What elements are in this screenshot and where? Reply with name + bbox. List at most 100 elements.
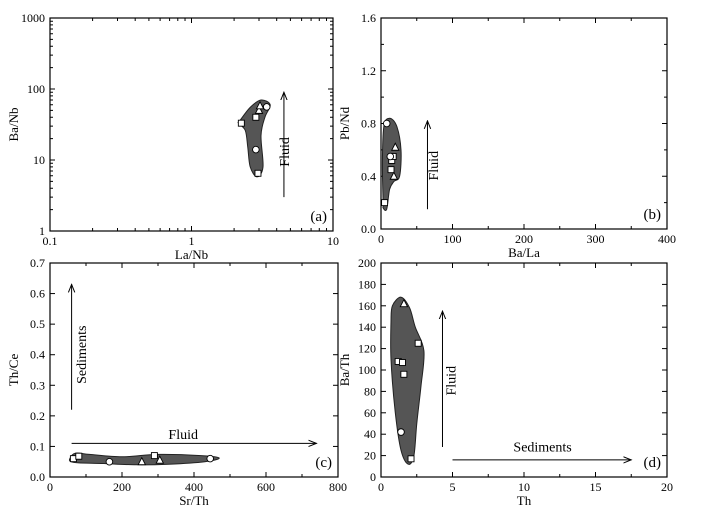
data-point-circle <box>397 428 405 436</box>
panel-d: 0 5 10 15 20020406080100120140160180200ThBa/… <box>337 256 673 508</box>
arrow-label-fluid: Fluid <box>444 366 459 396</box>
data-point-circle <box>252 145 260 154</box>
x-tick-label: 10 <box>327 234 339 248</box>
sample-field <box>381 117 402 211</box>
data-point-triangle <box>399 298 409 308</box>
y-tick-label: 100 <box>358 363 376 377</box>
data-point-triangle <box>390 142 400 151</box>
arrow-label-sediments: Sediments <box>75 326 90 384</box>
panel-label: (a) <box>310 209 327 225</box>
x-axis-label: Sr/Th <box>179 493 209 508</box>
panel-b-frame <box>380 17 668 230</box>
x-tick-label: 200 <box>113 480 131 494</box>
data-point-square <box>400 370 408 378</box>
data-point-square <box>387 166 395 174</box>
x-tick-label: 100 <box>444 232 462 246</box>
data-point-square <box>75 452 83 460</box>
x-tick-label: 1 <box>189 234 195 248</box>
y-tick-label: 20 <box>364 449 376 463</box>
panel-c-frame <box>49 262 339 478</box>
panel-label: (b) <box>644 207 662 223</box>
y-axis-label: Pb/Nd <box>337 106 352 140</box>
panel-a-frame <box>49 17 334 232</box>
data-point-circle <box>382 119 391 128</box>
y-tick-label: 120 <box>358 342 376 356</box>
data-point-circle <box>206 454 214 463</box>
y-tick-label: 0.5 <box>30 317 45 331</box>
y-tick-label: 1.6 <box>361 11 376 25</box>
data-point-square <box>252 113 260 121</box>
sample-field <box>390 296 425 465</box>
arrow-label-fluid: Fluid <box>168 428 198 443</box>
panel-b: 0 100 200 300 400 0.0 0.4 0.8 1.2 1.6 Ba/La Pb/Nd Fl… <box>337 11 676 260</box>
data-point-square <box>254 169 262 177</box>
x-tick-label: 400 <box>658 232 676 246</box>
y-tick-label: 0.2 <box>30 409 45 423</box>
data-point-triangle <box>137 456 147 466</box>
data-point-circle <box>386 152 395 161</box>
x-axis-label: La/Nb <box>175 247 208 262</box>
x-axis-label: Th <box>517 493 532 508</box>
x-axis-label: Ba/La <box>508 245 540 260</box>
y-tick-label: 140 <box>358 320 376 334</box>
y-tick-label: 10 <box>33 153 45 167</box>
y-tick-label: 0.4 <box>30 348 45 362</box>
sample-field <box>237 99 271 178</box>
data-point-square <box>237 119 245 127</box>
arrow-label-fluid: Fluid <box>427 151 442 181</box>
y-axis-label: Ba/Nb <box>6 108 21 142</box>
y-tick-label: 160 <box>358 299 376 313</box>
data-point-triangle <box>155 455 165 464</box>
y-tick-label: 1 <box>39 224 45 238</box>
x-tick-label: 300 <box>587 232 605 246</box>
data-point-square <box>150 452 158 460</box>
x-tick-label: 0 <box>47 480 53 494</box>
x-tick-label: 5 <box>450 480 456 494</box>
y-tick-label: 60 <box>364 406 376 420</box>
y-tick-label: 1.2 <box>361 64 376 78</box>
x-tick-label: 15 <box>590 480 602 494</box>
y-tick-label: 0.6 <box>30 287 45 301</box>
data-point-triangle <box>389 171 399 180</box>
x-tick-label: 0.1 <box>43 234 58 248</box>
data-point-triangle <box>254 105 264 114</box>
x-tick-label: 200 <box>515 232 533 246</box>
x-tick-label: 20 <box>661 480 673 494</box>
y-tick-label: 0 <box>370 470 376 484</box>
x-tick-label: 0 <box>378 232 384 246</box>
y-tick-label: 0.0 <box>361 222 376 236</box>
arrow-label-fluid: Fluid <box>278 137 293 167</box>
data-point-square <box>399 359 406 366</box>
x-tick-label: 0 <box>378 480 384 494</box>
y-tick-label: 0.4 <box>361 169 376 183</box>
y-tick-label: 1000 <box>21 11 45 25</box>
data-point-triangle <box>255 100 265 110</box>
panel-label: (d) <box>644 455 662 471</box>
y-tick-label: 200 <box>358 256 376 270</box>
y-tick-label: 0.7 <box>30 256 45 270</box>
arrow-label-sediments: Sediments <box>513 440 571 455</box>
data-point-circle <box>262 103 271 111</box>
x-tick-label: 400 <box>185 480 203 494</box>
x-tick-label: 10 <box>518 480 530 494</box>
data-point-square <box>414 339 422 347</box>
data-point-square <box>381 199 389 207</box>
y-tick-label: 0.1 <box>30 439 45 453</box>
data-point-square <box>407 455 415 463</box>
y-tick-label: 0.3 <box>30 378 45 392</box>
y-axis-label: Th/Ce <box>6 354 21 387</box>
y-tick-label: 0.8 <box>361 117 376 131</box>
y-tick-label: 80 <box>364 384 376 398</box>
y-axis-label: Ba/Th <box>337 353 352 386</box>
data-point-circle <box>105 457 114 466</box>
y-tick-label: 0.0 <box>30 470 45 484</box>
panel-c: 0 200 400 600 800 0.0 0.1 0.2 0.3 0.4 0.5 0.6 0.7 Sr/… <box>6 256 347 508</box>
y-tick-label: 180 <box>358 277 376 291</box>
panel-label: (c) <box>315 455 332 471</box>
y-tick-label: 40 <box>364 427 376 441</box>
y-tick-label: 100 <box>27 82 45 96</box>
x-tick-label: 600 <box>257 480 275 494</box>
x-tick-label: 800 <box>329 480 347 494</box>
